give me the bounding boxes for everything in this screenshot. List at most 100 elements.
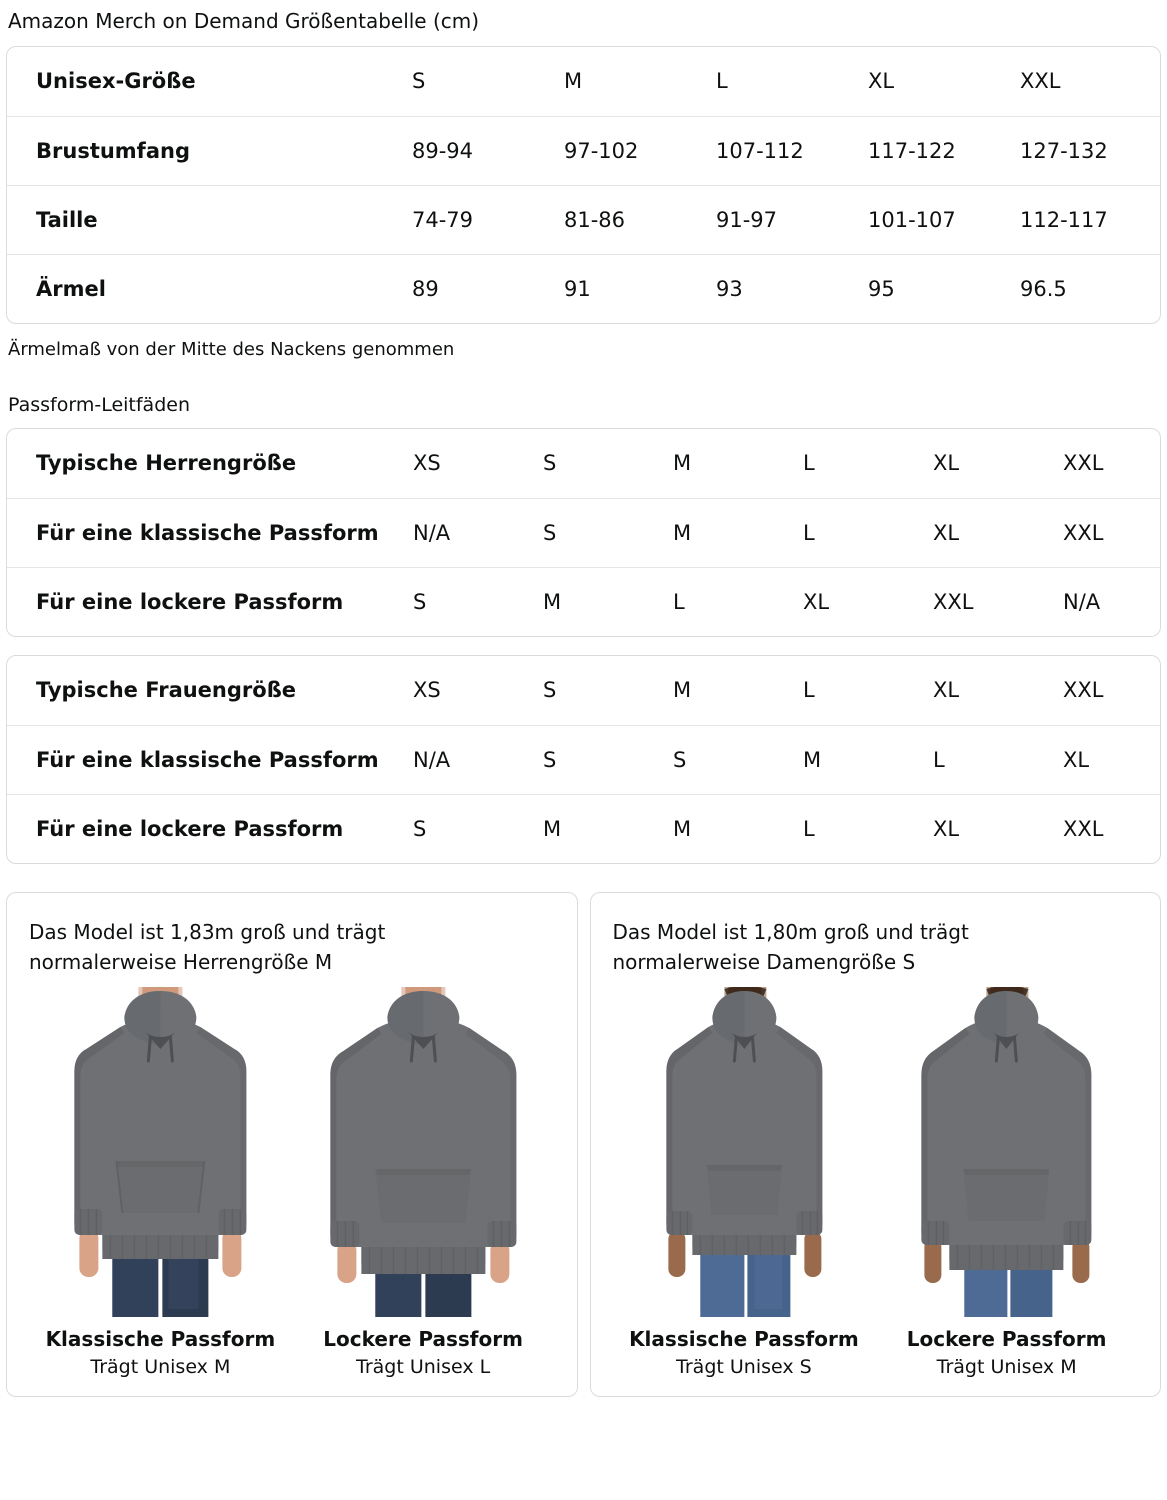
cell: S	[543, 678, 557, 703]
table-row: Typische Herrengröße XS S M L XL XXL	[7, 429, 1160, 498]
figure-caption-subtitle: Trägt Unisex M	[936, 1356, 1077, 1378]
figure-classic-fit: Klassische Passform Trägt Unisex M	[29, 987, 292, 1378]
cell: M	[564, 69, 583, 94]
cell: L	[803, 678, 815, 703]
page-title: Amazon Merch on Demand Größentabelle (cm…	[8, 9, 480, 33]
figure-caption-subtitle: Trägt Unisex L	[356, 1356, 491, 1378]
cell: 81-86	[564, 184, 716, 254]
figure-row: Klassische Passform Trägt Unisex M	[29, 987, 555, 1378]
cell: 91	[564, 253, 716, 323]
female-model-classic-fit-photo	[623, 987, 864, 1317]
figure-caption-title: Klassische Passform	[45, 1327, 276, 1351]
table-row: Unisex-Größe S M L XL XXL	[7, 47, 1160, 116]
fit-guides-label: Passform-Leitfäden	[8, 394, 190, 416]
row-label: Für eine lockere Passform	[7, 793, 413, 863]
cell: 107-112	[716, 115, 868, 185]
womens-fit-table: Typische Frauengröße XS S M L XL XXL Für…	[7, 656, 1160, 863]
female-model-loose-fit-photo	[886, 987, 1127, 1317]
male-model-loose-fit-photo	[303, 987, 544, 1317]
figure-row: Klassische Passform Trägt Unisex S	[613, 987, 1139, 1378]
cell: XL	[1063, 724, 1160, 794]
row-label: Unisex-Größe	[36, 69, 196, 94]
table-row: Brustumfang 89-94 97-102 107-112 117-122…	[7, 115, 1160, 185]
figure-classic-fit: Klassische Passform Trägt Unisex S	[613, 987, 876, 1378]
cell: 96.5	[1020, 253, 1160, 323]
cell: S	[673, 724, 803, 794]
row-label: Ärmel	[7, 253, 412, 323]
figure-caption-title: Lockere Passform	[906, 1327, 1107, 1351]
cell: S	[543, 451, 557, 476]
cell: 74-79	[412, 184, 564, 254]
cell: N/A	[1063, 566, 1160, 636]
cell: XL	[933, 793, 1063, 863]
cell: 89	[412, 253, 564, 323]
male-model-classic-fit-photo	[40, 987, 281, 1317]
row-label: Brustumfang	[7, 115, 412, 185]
womens-model-panel: Das Model ist 1,80m groß und trägt norma…	[589, 892, 1161, 1397]
figure-caption-title: Lockere Passform	[323, 1327, 523, 1351]
size-table-card: Unisex-Größe S M L XL XXL Brustumfang 89…	[6, 46, 1161, 324]
cell: L	[673, 566, 803, 636]
cell: XXL	[1020, 69, 1061, 94]
cell: 97-102	[564, 115, 716, 185]
table-row: Ärmel 89 91 93 95 96.5	[7, 253, 1160, 323]
figure-caption-subtitle: Trägt Unisex S	[676, 1356, 812, 1378]
cell: XXL	[1063, 497, 1160, 567]
cell: XXL	[1063, 793, 1160, 863]
cell: 117-122	[868, 115, 1020, 185]
sleeve-measurement-note: Ärmelmaß von der Mitte des Nackens genom…	[8, 339, 455, 360]
cell: L	[933, 724, 1063, 794]
model-description: Das Model ist 1,80m groß und trägt norma…	[612, 920, 969, 974]
cell: 89-94	[412, 115, 564, 185]
cell: M	[673, 451, 692, 476]
cell: XXL	[933, 566, 1063, 636]
cell: S	[543, 724, 673, 794]
table-row: Für eine lockere Passform S M L XL XXL N…	[7, 566, 1160, 636]
table-row: Typische Frauengröße XS S M L XL XXL	[7, 656, 1160, 725]
cell: M	[543, 793, 673, 863]
cell: L	[803, 793, 933, 863]
cell: XL	[803, 566, 933, 636]
cell: M	[543, 566, 673, 636]
size-table: Unisex-Größe S M L XL XXL Brustumfang 89…	[7, 47, 1160, 323]
row-label: Typische Frauengröße	[36, 678, 297, 703]
table-row: Für eine klassische Passform N/A S M L X…	[7, 497, 1160, 567]
row-label: Für eine klassische Passform	[7, 724, 413, 794]
cell: 91-97	[716, 184, 868, 254]
cell: S	[412, 69, 426, 94]
cell: XL	[933, 451, 960, 476]
cell: S	[543, 497, 673, 567]
table-row: Taille 74-79 81-86 91-97 101-107 112-117	[7, 184, 1160, 254]
cell: XS	[413, 451, 441, 476]
cell: L	[716, 69, 728, 94]
cell: XXL	[1063, 451, 1104, 476]
mens-fit-table-card: Typische Herrengröße XS S M L XL XXL Für…	[6, 428, 1161, 637]
cell: 112-117	[1020, 184, 1160, 254]
table-row: Für eine klassische Passform N/A S S M L…	[7, 724, 1160, 794]
cell: N/A	[413, 497, 543, 567]
mens-model-panel: Das Model ist 1,83m groß und trägt norma…	[6, 892, 578, 1397]
cell: S	[413, 566, 543, 636]
cell: 101-107	[868, 184, 1020, 254]
cell: XXL	[1063, 678, 1104, 703]
model-panels: Das Model ist 1,83m groß und trägt norma…	[6, 892, 1161, 1397]
cell: 93	[716, 253, 868, 323]
cell: XL	[933, 678, 960, 703]
cell: XS	[413, 678, 441, 703]
cell: 127-132	[1020, 115, 1160, 185]
cell: M	[673, 497, 803, 567]
row-label: Typische Herrengröße	[36, 451, 297, 476]
figure-caption-title: Klassische Passform	[629, 1327, 859, 1351]
row-label: Taille	[7, 184, 412, 254]
mens-fit-table: Typische Herrengröße XS S M L XL XXL Für…	[7, 429, 1160, 636]
cell: M	[673, 793, 803, 863]
womens-fit-table-card: Typische Frauengröße XS S M L XL XXL Für…	[6, 655, 1161, 864]
cell: M	[803, 724, 933, 794]
cell: S	[413, 793, 543, 863]
row-label: Für eine lockere Passform	[7, 566, 413, 636]
figure-loose-fit: Lockere Passform Trägt Unisex L	[292, 987, 555, 1378]
cell: M	[673, 678, 692, 703]
figure-caption-subtitle: Trägt Unisex M	[90, 1356, 231, 1378]
figure-loose-fit: Lockere Passform Trägt Unisex M	[875, 987, 1138, 1378]
